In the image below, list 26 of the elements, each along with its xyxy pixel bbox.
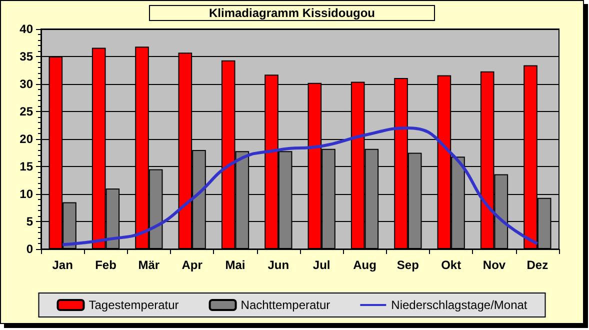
- x-tick-label: Aug: [353, 258, 376, 272]
- line-series: [61, 126, 539, 246]
- x-tick-label: Feb: [95, 258, 116, 272]
- x-tick-label: Dez: [526, 258, 548, 272]
- x-tick-label: Jan: [52, 258, 73, 272]
- legend-label: Tagestemperatur: [88, 298, 179, 312]
- x-tick-label: Okt: [441, 258, 462, 272]
- legend-label: Nachttemperatur: [240, 298, 330, 312]
- y-tick-label: 20: [20, 132, 34, 146]
- x-tick-label: Jul: [312, 258, 330, 272]
- x-tick-label: Apr: [182, 258, 203, 272]
- legend-label: Niederschlagstage/Monat: [391, 298, 528, 312]
- chart-title: Klimadiagramm Kissidougou: [208, 6, 376, 20]
- x-tick-label: Sep: [396, 258, 419, 272]
- x-tick-label: Jun: [268, 258, 290, 272]
- y-tick-label: 5: [26, 214, 34, 228]
- x-tick-label: Mär: [138, 258, 160, 272]
- y-tick-label: 35: [20, 50, 34, 64]
- x-tick-label: Nov: [482, 258, 506, 272]
- y-tick-label: 30: [20, 77, 34, 91]
- y-tick-label: 0: [26, 242, 34, 256]
- y-tick-label: 25: [20, 104, 34, 118]
- y-tick-label: 15: [20, 160, 34, 174]
- y-tick-label: 40: [20, 22, 34, 36]
- x-tick-label: Mai: [225, 258, 246, 272]
- y-tick-label: 10: [20, 187, 34, 201]
